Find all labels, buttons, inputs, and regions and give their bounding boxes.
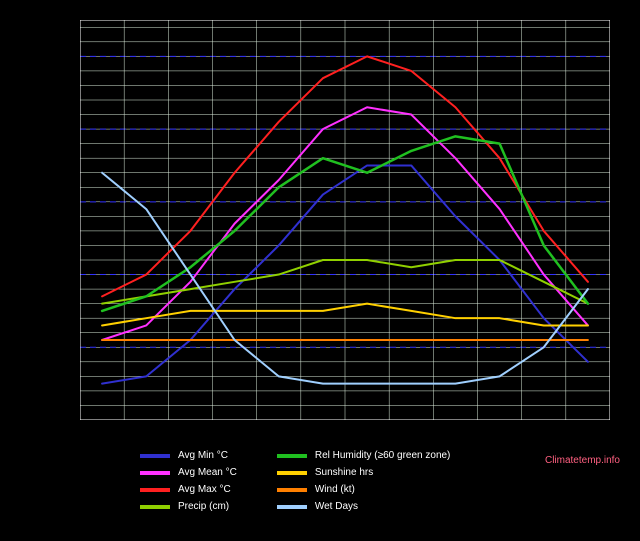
legend-label: Wind (kt) [315,484,355,495]
legend-item-avg_mean_temp: Avg Mean °C [140,467,237,478]
legend-label: Precip (cm) [178,501,229,512]
legend-swatch [277,454,307,458]
legend-item-precip: Precip (cm) [140,501,237,512]
chart-container: Avg Min °C Avg Mean °C Avg Max °C Precip (c… [0,0,640,541]
legend-swatch [277,471,307,475]
legend-label: Avg Mean °C [178,467,237,478]
legend-swatch [277,488,307,492]
legend-item-wet_days: Wet Days [277,501,451,512]
legend-item-rh: Rel Humidity (≥60 green zone) [277,450,451,461]
legend-item-sunshine: Sunshine hrs [277,467,451,478]
chart-plot [80,20,610,420]
legend-label: Wet Days [315,501,358,512]
legend-swatch [140,488,170,492]
legend-label: Rel Humidity (≥60 green zone) [315,450,451,461]
legend: Avg Min °C Avg Mean °C Avg Max °C Precip (c… [140,450,600,512]
legend-item-avg_min_temp: Avg Min °C [140,450,237,461]
legend-item-wind: Wind (kt) [277,484,451,495]
legend-swatch [277,505,307,509]
attribution: Climatetemp.info [545,455,620,466]
legend-label: Avg Max °C [178,484,231,495]
legend-item-avg_max_temp: Avg Max °C [140,484,237,495]
legend-swatch [140,454,170,458]
legend-label: Sunshine hrs [315,467,373,478]
legend-swatch [140,505,170,509]
legend-swatch [140,471,170,475]
legend-label: Avg Min °C [178,450,228,461]
